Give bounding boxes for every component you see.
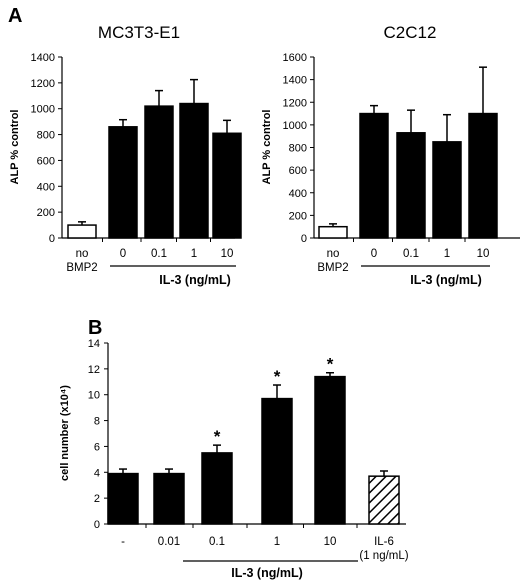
y-tick-label: 1400 xyxy=(31,52,55,64)
chart-title: MC3T3-E1 xyxy=(98,23,180,42)
y-tick-label: 4 xyxy=(94,467,100,479)
x-category-label: 10 xyxy=(477,248,490,260)
y-tick-label: 0 xyxy=(49,233,55,245)
bar xyxy=(67,224,97,239)
panel-label-a: A xyxy=(8,5,22,27)
y-axis-label: ALP % control xyxy=(261,110,273,185)
x-category-label: 10 xyxy=(221,248,234,260)
x-category-label: no xyxy=(76,248,89,260)
bar xyxy=(314,375,346,525)
y-tick-label: 1200 xyxy=(283,97,307,109)
y-tick-label: 8 xyxy=(94,416,100,428)
y-tick-label: 600 xyxy=(289,165,307,177)
y-tick-label: 14 xyxy=(88,338,100,350)
x-category-label: 0.1 xyxy=(403,248,419,260)
y-tick-label: 800 xyxy=(289,143,307,155)
bar xyxy=(107,472,139,525)
x-category-label: BMP2 xyxy=(66,262,97,274)
y-tick-label: 200 xyxy=(37,207,55,219)
chart-cell-number: 0 2 4 6 8 10 12 14 cell number (x10⁴) - 0.01 * 0.1 * 1… xyxy=(59,338,409,580)
significance-star: * xyxy=(274,367,281,386)
bar xyxy=(153,472,185,525)
x-category-label: 10 xyxy=(324,536,337,548)
bar xyxy=(359,112,389,239)
bar xyxy=(261,397,293,525)
x-axis-label: IL-3 (ng/mL) xyxy=(231,566,303,580)
x-axis-label: IL-3 (ng/mL) xyxy=(410,273,482,287)
x-category-label: BMP2 xyxy=(317,262,348,274)
y-tick-label: 12 xyxy=(88,364,100,376)
x-category-label: 0.01 xyxy=(158,536,180,548)
y-tick-label: 10 xyxy=(88,390,100,402)
x-axis-label: IL-3 (ng/mL) xyxy=(159,273,231,287)
y-tick-label: 2 xyxy=(94,493,100,505)
y-tick-label: 1000 xyxy=(283,120,307,132)
bar xyxy=(396,132,426,239)
y-tick-label: 1400 xyxy=(283,75,307,87)
significance-star: * xyxy=(327,355,334,374)
y-tick-label: 0 xyxy=(301,233,307,245)
bar xyxy=(179,102,209,239)
y-axis-label: ALP % control xyxy=(9,110,21,185)
x-category-label: 0.1 xyxy=(151,248,167,260)
bar xyxy=(468,112,498,239)
x-category-label: 0 xyxy=(371,248,377,260)
bar xyxy=(432,141,462,239)
x-category-label: no xyxy=(327,248,340,260)
x-category-label: 0 xyxy=(120,248,126,260)
x-category-label: 1 xyxy=(274,536,280,548)
x-category-label: IL-6 xyxy=(374,536,394,548)
chart-c2c12: C2C12 0 200 400 600 800 1000 1200 1400 1600 ALP % … xyxy=(261,23,520,287)
y-tick-label: 400 xyxy=(37,181,55,193)
panel-label-b: B xyxy=(88,317,102,339)
y-tick-label: 200 xyxy=(289,210,307,222)
bar xyxy=(212,132,242,239)
y-axis-label: cell number (x10⁴) xyxy=(59,385,71,481)
y-tick-label: 1000 xyxy=(31,104,55,116)
y-tick-label: 0 xyxy=(94,519,100,531)
x-category-label: 1 xyxy=(191,248,197,260)
significance-star: * xyxy=(214,427,221,446)
x-category-label: (1 ng/mL) xyxy=(359,550,408,562)
y-tick-label: 1200 xyxy=(31,78,55,90)
y-tick-label: 400 xyxy=(289,188,307,200)
bar xyxy=(108,126,138,239)
bar xyxy=(368,475,400,525)
bar xyxy=(201,452,233,525)
y-tick-label: 1600 xyxy=(283,52,307,64)
y-tick-label: 600 xyxy=(37,155,55,167)
y-tick-label: 6 xyxy=(94,441,100,453)
x-category-label: 1 xyxy=(444,248,450,260)
chart-mc3t3-e1: MC3T3-E1 0 200 400 600 800 1000 1200 1400 ALP % c… xyxy=(9,23,242,287)
x-category-label: 0.1 xyxy=(209,536,225,548)
y-tick-label: 800 xyxy=(37,130,55,142)
bar xyxy=(318,225,348,239)
x-category-label: - xyxy=(121,536,125,548)
bar xyxy=(144,105,174,239)
chart-title: C2C12 xyxy=(384,23,437,42)
